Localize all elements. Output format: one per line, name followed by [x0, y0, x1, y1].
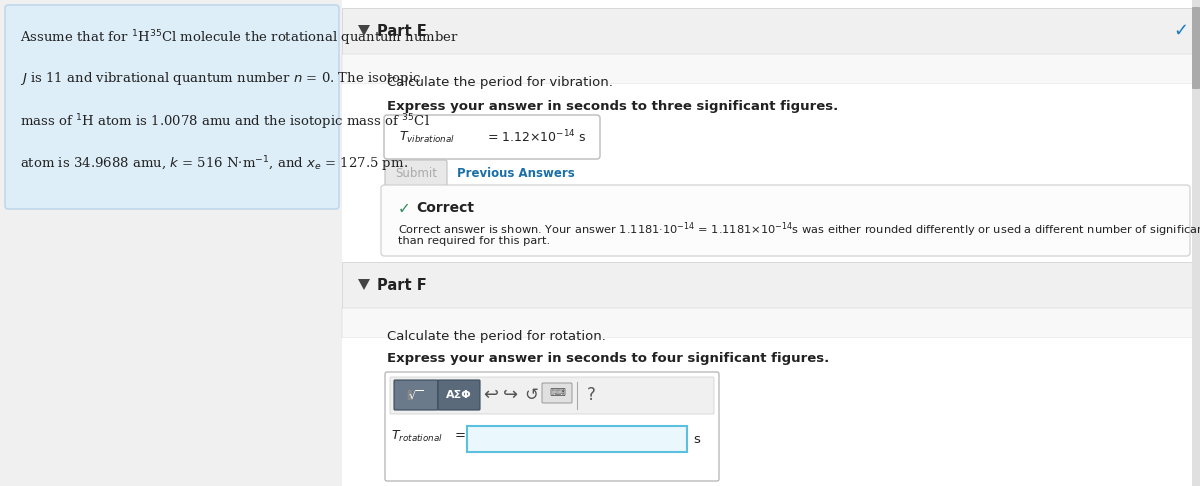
- Text: ?: ?: [587, 386, 595, 404]
- FancyBboxPatch shape: [438, 380, 480, 410]
- Text: Part E: Part E: [377, 23, 427, 38]
- Polygon shape: [358, 279, 370, 290]
- Text: $T_{\mathregular{vibrational}}$: $T_{\mathregular{vibrational}}$: [398, 129, 455, 144]
- FancyBboxPatch shape: [384, 115, 600, 159]
- Text: Part F: Part F: [377, 278, 427, 293]
- Text: Previous Answers: Previous Answers: [457, 167, 575, 179]
- Text: =: =: [455, 430, 466, 442]
- Text: mass of $^1$H atom is 1.0078 amu and the isotopic mass of $^{35}$Cl: mass of $^1$H atom is 1.0078 amu and the…: [20, 112, 430, 132]
- Text: Submit: Submit: [395, 167, 437, 179]
- Text: = 1.12×10$^{-14}$ s: = 1.12×10$^{-14}$ s: [487, 129, 587, 145]
- Text: than required for this part.: than required for this part.: [398, 236, 550, 246]
- Bar: [342, 262, 1198, 308]
- Text: $J$ is 11 and vibrational quantum number $n$ = 0. The isotopic: $J$ is 11 and vibrational quantum number…: [20, 70, 421, 87]
- FancyBboxPatch shape: [542, 383, 572, 403]
- Text: Assume that for $^1$H$^{35}$Cl molecule the rotational quantum number: Assume that for $^1$H$^{35}$Cl molecule …: [20, 28, 458, 48]
- Text: ↩: ↩: [484, 386, 498, 404]
- Text: Express your answer in seconds to four significant figures.: Express your answer in seconds to four s…: [386, 352, 829, 365]
- Bar: [1192, 0, 1200, 486]
- Bar: [342, 84, 1198, 254]
- FancyBboxPatch shape: [382, 185, 1190, 256]
- FancyBboxPatch shape: [5, 5, 340, 209]
- Text: ▐: ▐: [403, 390, 410, 400]
- Bar: [342, 0, 1200, 486]
- Text: Correct answer is shown. Your answer 1.1181·10$^{-14}$ = 1.1181×10$^{-14}$s was : Correct answer is shown. Your answer 1.1…: [398, 220, 1200, 239]
- Text: ✓: ✓: [398, 201, 410, 216]
- FancyBboxPatch shape: [385, 372, 719, 481]
- Text: s: s: [694, 433, 700, 446]
- Text: ↺: ↺: [524, 386, 538, 404]
- Bar: [342, 338, 1198, 486]
- Text: Correct: Correct: [416, 201, 474, 215]
- FancyBboxPatch shape: [1192, 7, 1200, 89]
- Text: $\sqrt{\ }$: $\sqrt{\ }$: [408, 388, 424, 401]
- Bar: [342, 308, 1198, 338]
- FancyBboxPatch shape: [390, 377, 714, 414]
- Bar: [467, 426, 686, 452]
- Bar: [342, 54, 1198, 84]
- Text: atom is 34.9688 amu, $k$ = 516 N$\cdot$m$^{-1}$, and $x_e$ = 127.5 pm.: atom is 34.9688 amu, $k$ = 516 N$\cdot$m…: [20, 154, 408, 174]
- Text: Calculate the period for rotation.: Calculate the period for rotation.: [386, 330, 606, 343]
- FancyBboxPatch shape: [385, 160, 446, 186]
- Text: Express your answer in seconds to three significant figures.: Express your answer in seconds to three …: [386, 100, 839, 113]
- Text: Calculate the period for vibration.: Calculate the period for vibration.: [386, 76, 613, 89]
- Bar: [342, 8, 1198, 54]
- Text: ⌨: ⌨: [550, 388, 565, 398]
- Text: ✓: ✓: [1172, 22, 1188, 40]
- FancyBboxPatch shape: [394, 380, 438, 410]
- Text: ↪: ↪: [504, 386, 518, 404]
- Text: $T_{\mathregular{rotational}}$: $T_{\mathregular{rotational}}$: [391, 429, 443, 444]
- Text: AΣΦ: AΣΦ: [446, 390, 472, 400]
- Polygon shape: [358, 25, 370, 36]
